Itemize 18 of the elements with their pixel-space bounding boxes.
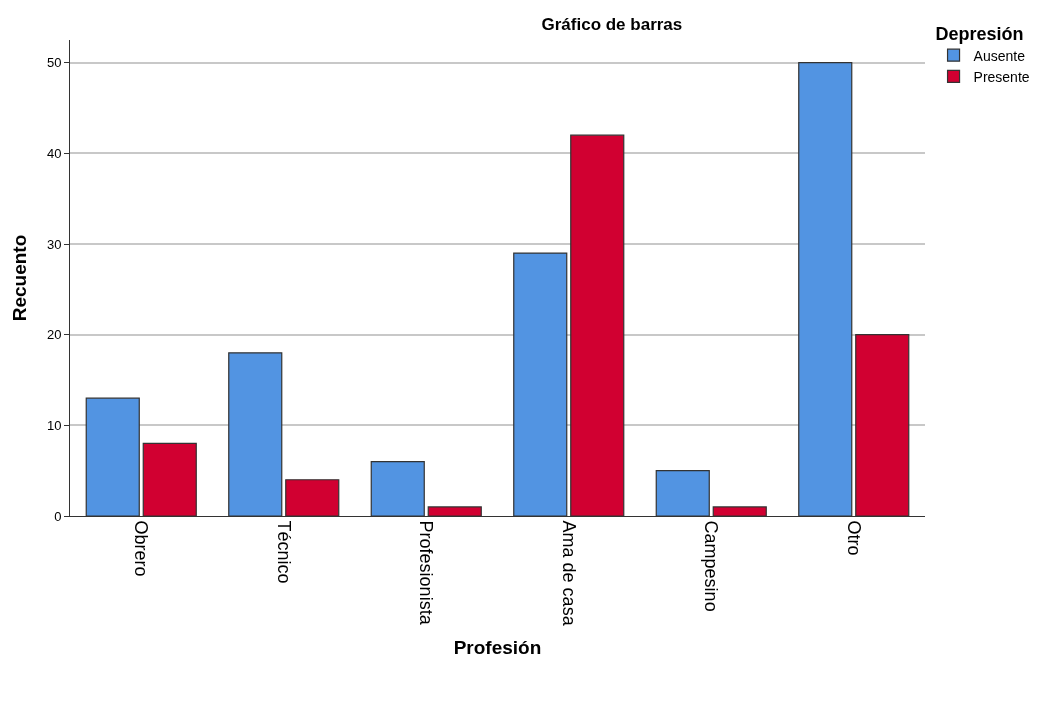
x-tick-label: Técnico xyxy=(273,520,294,584)
x-tick-label: Otro xyxy=(843,520,864,556)
x-axis-title: Profesión xyxy=(453,637,542,659)
x-tick-label: Obrero xyxy=(131,520,152,577)
y-tick-label: 20 xyxy=(46,327,62,343)
x-tick-label: Campesino xyxy=(701,520,722,612)
x-tick-label: Ama de casa xyxy=(558,520,579,627)
y-tick-label: 10 xyxy=(46,417,62,433)
y-tick-label: 0 xyxy=(54,508,62,524)
y-tick-label: 50 xyxy=(46,55,62,71)
legend-title: Depresión xyxy=(935,23,1024,44)
y-tick-label: 30 xyxy=(46,236,62,252)
chart-title: Gráfico de barras xyxy=(541,14,683,34)
legend-label: Presente xyxy=(973,68,1030,85)
y-axis-title: Recuento xyxy=(8,234,30,322)
x-tick-label: Profesionista xyxy=(416,520,437,626)
y-tick-label: 40 xyxy=(46,145,62,161)
legend-label: Ausente xyxy=(973,47,1026,64)
